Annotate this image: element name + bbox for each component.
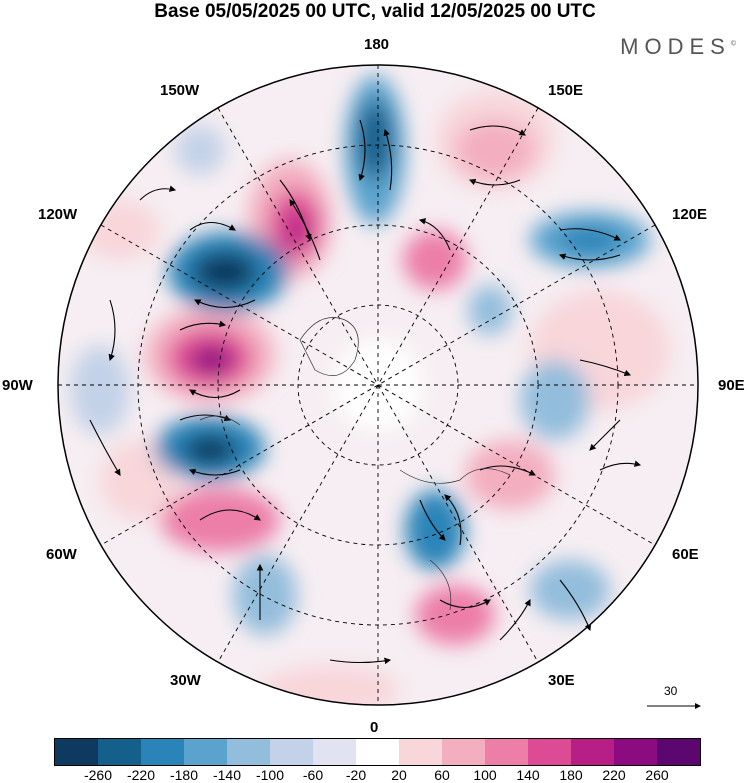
- vector-scale-label: 30: [664, 684, 678, 698]
- lon-label-180: 180: [364, 36, 390, 53]
- lon-label-30e: 30E: [548, 672, 575, 689]
- lon-label-90e: 90E: [718, 377, 745, 394]
- colorbar-swatch: [614, 739, 657, 765]
- colorbar-tick-label: 140: [516, 767, 540, 783]
- colorbar-swatch: [141, 739, 184, 765]
- wind-vectors: [89, 119, 642, 665]
- colorbar-tick-label: 260: [645, 767, 669, 783]
- colorbar-swatch: [442, 739, 485, 765]
- colorbar-tick-label: -180: [169, 767, 199, 783]
- modes-logo: MODES©: [620, 34, 736, 59]
- graticule: [58, 65, 698, 705]
- colorbar-tick-label: 180: [559, 767, 583, 783]
- lon-label-30w: 30W: [170, 672, 201, 689]
- colorbar-tick-label: -20: [345, 767, 367, 783]
- lon-label-60e: 60E: [672, 546, 699, 563]
- colorbar-tick-label: 20: [391, 767, 407, 783]
- colorbar-swatch: [227, 739, 270, 765]
- lon-label-150e: 150E: [548, 82, 584, 99]
- colorbar-swatch: [571, 739, 614, 765]
- colorbar-tick-label: 220: [602, 767, 626, 783]
- lon-label-0: 0: [370, 719, 379, 736]
- colorbar-swatch: [270, 739, 313, 765]
- coastlines: [199, 317, 511, 611]
- lon-label-150w: 150W: [160, 82, 200, 99]
- colorbar: [54, 738, 701, 766]
- colorbar-swatch: [313, 739, 356, 765]
- map-boundary: [57, 64, 699, 706]
- colorbar-swatch: [657, 739, 700, 765]
- lon-label-120e: 120E: [672, 206, 708, 223]
- lon-label-60w: 60W: [46, 546, 77, 563]
- colorbar-tick-label: -260: [83, 767, 113, 783]
- colorbar-tick-label: -100: [255, 767, 285, 783]
- colorbar-swatch: [55, 739, 98, 765]
- colorbar-tick-label: -60: [302, 767, 324, 783]
- lon-label-120w: 120W: [38, 206, 78, 223]
- colorbar-tick-label: -220: [126, 767, 156, 783]
- colorbar-swatch: [98, 739, 141, 765]
- colorbar-swatch: [485, 739, 528, 765]
- colorbar-tick-label: 60: [434, 767, 450, 783]
- colorbar-swatch: [356, 739, 399, 765]
- map-title: Base 05/05/2025 00 UTC, valid 12/05/2025…: [154, 1, 596, 22]
- colorbar-tick-label: -140: [212, 767, 242, 783]
- colorbar-swatch: [399, 739, 442, 765]
- colorbar-tick-label: 100: [473, 767, 497, 783]
- colorbar-swatch: [528, 739, 571, 765]
- lon-label-90w: 90W: [2, 377, 33, 394]
- colorbar-swatch: [184, 739, 227, 765]
